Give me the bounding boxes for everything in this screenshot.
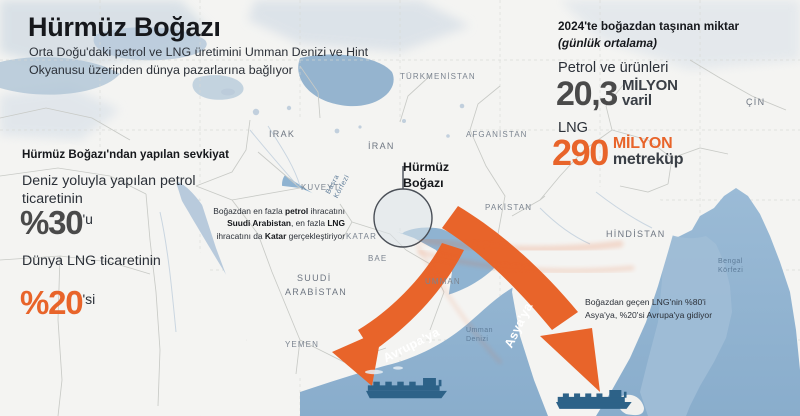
india-landmass [512, 186, 676, 416]
map-label-country: YEMEN [285, 340, 319, 349]
left-panel-kicker: Hürmüz Boğazı'ndan yapılan sevkiyat [22, 148, 229, 161]
strait-marker [373, 166, 433, 248]
wake-marks [365, 366, 403, 375]
left-oil-label: Deniz yoluyla yapılan petrol ticaretinin [22, 173, 196, 208]
right-kicker-line1: 2024'te boğazdan taşınan miktar [558, 19, 740, 33]
map-label-country: UMMAN [425, 277, 461, 286]
map-label-country: SUUDİ [297, 273, 332, 283]
map-label-country: ARABİSTAN [285, 287, 348, 297]
strait-callout-line2: Boğazı [403, 175, 444, 190]
northern-water-bodies [0, 27, 394, 107]
strait-callout-line1: Hürmüz [403, 160, 450, 174]
right-oil-unit: MİLYON varil [622, 78, 678, 109]
right-lng-unit-bottom: metreküp [612, 151, 684, 168]
ship-europe [366, 378, 447, 399]
map-label-country: AFGANİSTAN [466, 130, 528, 139]
right-oil-stat: 20,3 MİLYON varil [556, 75, 678, 113]
africa-landmass [0, 144, 252, 416]
right-kicker-line2: (günlük ortalama) [558, 36, 657, 51]
map-label-country: KUVEYT [301, 183, 340, 192]
sea-label-line2: Denizi [466, 335, 489, 343]
page-subtitle: Orta Doğu'daki petrol ve LNG üretimini U… [29, 45, 369, 77]
note-exporters: Boğazdan en fazla petrol ihracatını Suud… [213, 206, 345, 241]
left-lng-value: %20'si [20, 286, 95, 319]
bay-of-bengal [640, 232, 732, 416]
map-label-country: KATAR [346, 232, 377, 241]
right-lng-label: LNG [558, 120, 589, 136]
left-lng-label: Dünya LNG ticaretinin [22, 253, 161, 269]
right-oil-label: Petrol ve ürünleri [558, 60, 669, 76]
inland-water [221, 88, 465, 138]
map-label-country: BAE [368, 254, 388, 263]
map-label-country: TÜRKMENİSTAN [400, 72, 476, 81]
rivers [159, 125, 653, 333]
map-label-country: ÇİN [746, 97, 766, 107]
strait-callout-label: Hürmüz Boğazı [403, 160, 449, 191]
left-lng-suffix: 'si [82, 291, 96, 307]
arrow-trails [416, 236, 635, 364]
left-oil-suffix: 'u [82, 211, 93, 227]
sea-label-line2: Körfezi [718, 266, 744, 274]
map-label-sea: Bengal Körfezi [718, 258, 743, 276]
map-label-country: İRAN [368, 141, 395, 151]
right-lng-stat: 290 MİLYON metreküp [552, 132, 684, 173]
right-oil-unit-bottom: varil [621, 92, 652, 109]
note-lng-destination: Boğazdan geçen LNG'nin %80'i Asya'ya, %2… [585, 297, 713, 320]
map-label-sea: Umman Denizi [466, 327, 493, 345]
left-oil-number: %30 [20, 204, 84, 241]
left-lng-number: %20 [20, 284, 84, 321]
right-panel-kicker: 2024'te boğazdan taşınan miktar (günlük … [558, 18, 798, 52]
right-lng-unit-top: MİLYON [612, 135, 673, 152]
map-label-country: PAKİSTAN [485, 203, 533, 212]
right-oil-unit-top: MİLYON [621, 77, 678, 94]
right-lng-number: 290 [552, 132, 609, 173]
right-lng-unit: MİLYON metreküp [612, 135, 684, 169]
left-oil-value: %30'u [20, 206, 93, 239]
map-label-country: HİNDİSTAN [606, 229, 666, 239]
ship-asia [556, 390, 632, 409]
right-oil-number: 20,3 [556, 75, 618, 113]
map-label-country: IRAK [269, 129, 296, 139]
sea-label-line1: Umman [466, 327, 494, 334]
page-title: Hürmüz Boğazı [28, 12, 221, 42]
sea-label-line1: Bengal [718, 258, 743, 265]
